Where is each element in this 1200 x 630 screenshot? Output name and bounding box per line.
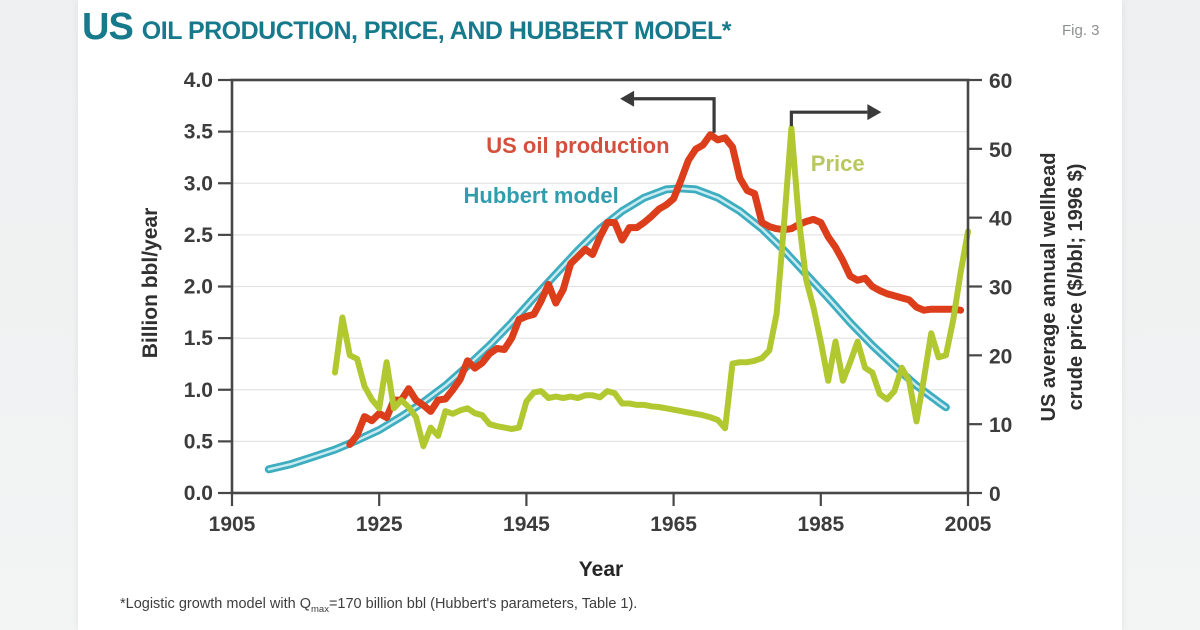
y-left-tick-label: 4.0 — [184, 69, 213, 92]
y-left-tick-label: 0.0 — [184, 482, 213, 505]
chart-title: US OIL PRODUCTION, PRICE, AND HUBBERT MO… — [82, 6, 732, 49]
y-right-tick-label: 60 — [989, 70, 1012, 93]
production-peak-arrow — [634, 97, 716, 133]
title-prefix: US — [82, 6, 134, 48]
series-label-price: Price — [810, 150, 865, 176]
y-right-tick-label: 20 — [989, 345, 1012, 368]
y-right-tick-label: 50 — [989, 139, 1012, 162]
y-left-tick-label: 1.0 — [184, 379, 213, 402]
y-right-axis-title-line2: crude price ($/bbl; 1996 $) — [1065, 163, 1087, 411]
price-peak-arrow — [789, 110, 868, 127]
series-line-hubbert — [264, 184, 950, 474]
series-label-hubbert-model: Hubbert model — [463, 182, 619, 208]
production-peak-arrow-head — [620, 90, 635, 107]
y-left-axis-title: Billion bbl/year — [139, 207, 162, 359]
y-left-tick-label: 2.0 — [184, 276, 213, 299]
series-line-price — [332, 125, 971, 450]
series-line-production — [346, 131, 965, 448]
x-tick-label: 1965 — [650, 513, 697, 536]
x-tick-label: 1945 — [503, 513, 550, 536]
y-right-tick-label: 40 — [989, 208, 1012, 231]
footnote: *Logistic growth model with Qmax=170 bil… — [120, 596, 637, 615]
footnote-pre: *Logistic growth model with Q — [120, 596, 311, 612]
price-peak-arrow-head — [867, 104, 882, 121]
series-line-core-hubbert — [267, 187, 948, 471]
y-right-axis-title: US average annual wellhead crude price (… — [1036, 153, 1090, 422]
figure-label: Fig. 3 — [1062, 22, 1100, 39]
footnote-subscript: max — [311, 603, 329, 615]
x-tick-label: 1985 — [797, 513, 844, 536]
y-right-tick-label: 0 — [989, 483, 1001, 506]
x-tick-label: 1925 — [356, 513, 403, 536]
x-tick-label: 1905 — [209, 513, 256, 536]
y-left-tick-label: 2.5 — [184, 224, 214, 247]
y-left-tick-label: 3.5 — [184, 121, 214, 144]
footnote-post: =170 billion bbl (Hubbert's parameters, … — [328, 596, 638, 612]
y-left-tick-label: 0.5 — [184, 430, 214, 453]
title-rest: OIL PRODUCTION, PRICE, AND HUBBERT MODEL… — [141, 17, 732, 45]
x-tick-label: 2005 — [945, 513, 992, 536]
y-left-tick-label: 3.0 — [184, 172, 213, 195]
y-left-tick-label: 1.5 — [184, 327, 214, 350]
y-right-tick-label: 30 — [989, 277, 1012, 300]
content-card — [78, 0, 1122, 630]
y-right-tick-label: 10 — [989, 414, 1012, 437]
series-label-us-oil-production: US oil production — [486, 133, 670, 159]
x-axis-title: Year — [578, 558, 624, 581]
y-right-axis-title-line1: US average annual wellhead — [1038, 152, 1060, 422]
